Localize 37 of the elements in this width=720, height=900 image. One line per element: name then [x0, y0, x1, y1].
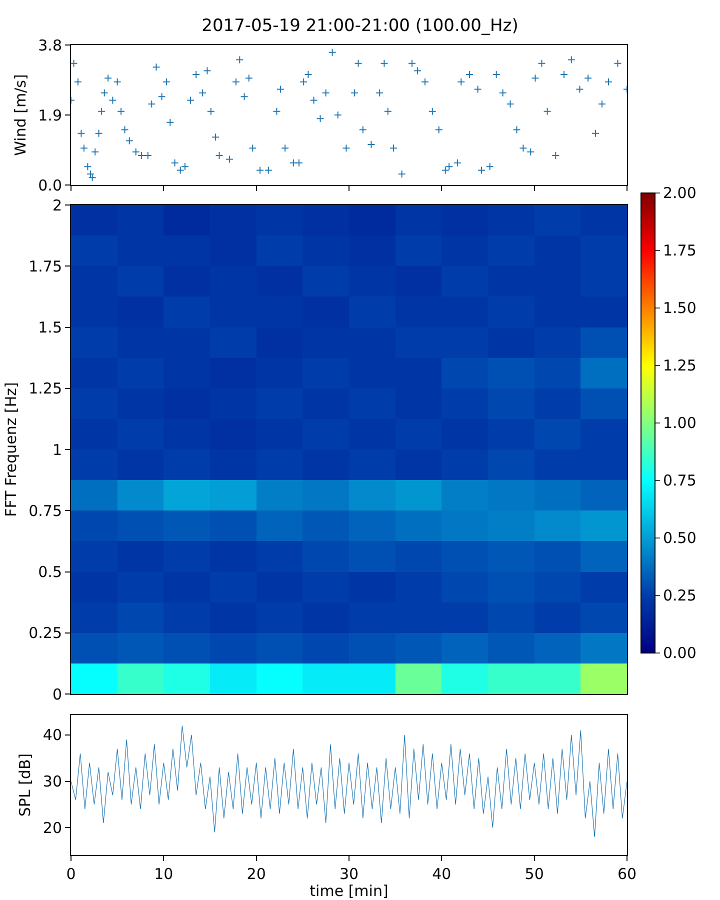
- y-tick-label: 0: [52, 685, 62, 704]
- y-tick-label: 30: [42, 772, 62, 791]
- y-tick-label: 1.75: [28, 257, 62, 276]
- chart-title: 2017-05-19 21:00-21:00 (100.00_Hz): [202, 16, 518, 36]
- x-tick-label: 10: [154, 865, 174, 883]
- y-axis-title: SPL [dB]: [16, 753, 34, 817]
- x-tick-label: 60: [617, 865, 637, 883]
- y-tick-label: 40: [42, 726, 62, 744]
- color-bar-label: 1.75: [663, 242, 696, 260]
- x-tick-label: 0: [66, 865, 76, 883]
- color-bar-label: 2.00: [663, 184, 696, 202]
- y-tick-label: 2: [52, 196, 62, 214]
- x-tick-label: 20: [246, 865, 266, 883]
- color-bar-label: 0.25: [663, 586, 696, 605]
- y-tick-label: 0.5: [38, 563, 62, 581]
- x-tick-label: 50: [524, 865, 544, 883]
- y-tick-label: 0.25: [28, 624, 62, 642]
- y-tick-label: 1.25: [28, 380, 62, 398]
- y-tick-label: 1.5: [38, 318, 62, 336]
- y-tick-label: 3.8: [38, 36, 62, 54]
- y-tick-label: 1: [52, 440, 62, 459]
- x-tick-label: 30: [339, 865, 359, 883]
- color-bar-label: 0.75: [663, 472, 696, 490]
- color-bar-label: 1.25: [663, 356, 696, 375]
- y-tick-label: 0.75: [28, 502, 62, 520]
- color-bar-label: 0.00: [663, 644, 696, 662]
- x-axis-title: time [min]: [310, 882, 388, 900]
- x-tick-label: 40: [432, 865, 452, 883]
- y-tick-label: 20: [42, 818, 62, 837]
- color-bar-label: 1.00: [663, 414, 696, 432]
- y-axis-title: Wind [m/s]: [11, 74, 30, 156]
- y-axis-title: FFT Frequenz [Hz]: [2, 382, 20, 517]
- line-series: [71, 725, 627, 838]
- y-tick-label: 1.9: [38, 106, 62, 124]
- color-bar-label: 0.50: [663, 529, 696, 548]
- color-bar-label: 1.50: [663, 299, 696, 318]
- y-tick-label: 0.0: [38, 176, 62, 194]
